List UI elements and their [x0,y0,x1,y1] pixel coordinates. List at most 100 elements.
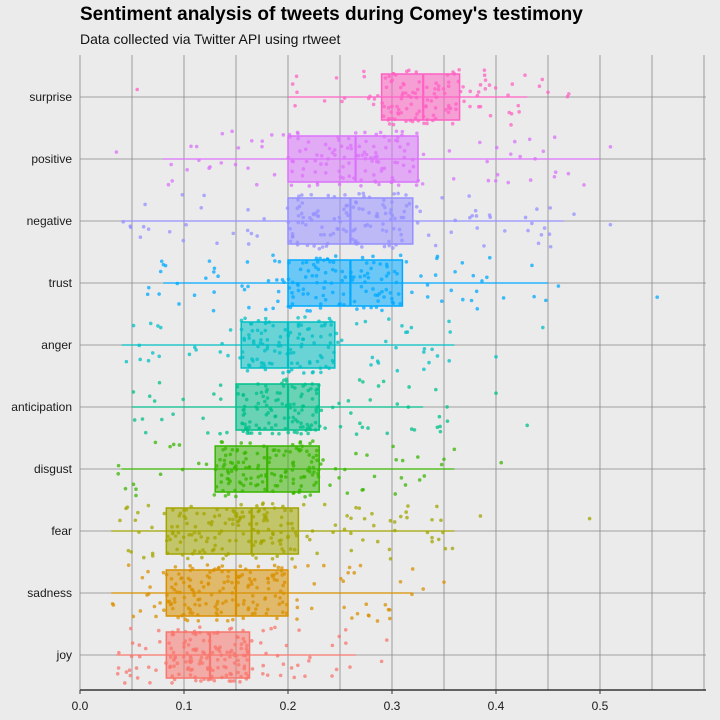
data-point [392,192,396,196]
data-point [239,441,244,445]
box-trust [287,259,404,307]
data-point [512,139,517,144]
data-point [245,368,250,373]
data-point [372,97,377,101]
data-point [129,550,134,554]
data-point [338,424,343,429]
y-tick-label: trust [49,276,73,290]
data-point [349,411,353,415]
data-point [346,570,350,575]
data-point [152,399,157,403]
outlier-point [494,391,498,395]
data-point [255,504,259,508]
data-point [232,679,236,683]
data-point [281,662,286,666]
data-point [272,563,277,568]
data-point [542,226,547,230]
data-point [167,229,172,234]
data-point [372,523,376,528]
data-point [310,370,315,375]
x-tick-label: 0.5 [592,699,609,713]
data-point [336,340,340,345]
data-point [447,149,452,153]
data-point [308,537,312,542]
outlier-point [556,284,561,288]
data-point [309,606,314,611]
data-point [261,628,265,633]
data-point [200,555,204,560]
data-point [154,668,158,672]
data-point [245,431,250,435]
data-point [218,431,222,436]
data-point [405,330,410,334]
data-point [115,671,120,676]
data-point [300,193,304,197]
outlier-point [499,460,504,465]
data-point [317,246,322,251]
data-point [342,527,347,532]
data-point [171,412,175,416]
data-point [375,359,380,363]
data-point [158,325,163,330]
data-point [128,673,133,678]
data-point [201,416,205,421]
data-point [348,665,352,669]
outlier-point [379,659,384,664]
data-point [262,217,266,221]
data-point [391,246,395,250]
data-point [208,165,212,169]
data-point [145,292,150,297]
data-point [270,501,275,506]
data-point [256,564,261,569]
data-point [321,458,325,462]
data-point [369,363,373,367]
data-point [445,405,449,409]
data-point [422,474,427,478]
data-point [461,85,465,89]
data-point [468,104,472,109]
data-point [196,461,201,466]
data-point [422,350,426,354]
data-point [170,179,175,183]
data-point [194,678,198,683]
data-point [150,551,155,556]
data-point [360,488,364,492]
data-point [383,339,388,344]
data-point [284,643,289,648]
data-point [425,121,429,126]
data-point [421,152,426,157]
data-point [363,130,367,135]
data-point [181,397,185,402]
data-point [247,305,251,310]
data-point [212,493,217,497]
data-point [324,244,329,248]
y-tick-label: surprise [29,90,72,104]
data-point [156,324,160,328]
data-point [118,518,122,523]
data-point [146,358,151,363]
data-point [350,616,354,620]
data-point [306,563,310,568]
data-point [376,384,381,388]
data-point [349,516,353,521]
data-point [295,617,299,621]
data-point [138,357,142,362]
y-tick-label: anger [41,338,72,352]
data-point [254,182,259,187]
data-point [487,83,492,87]
data-point [116,463,121,468]
data-point [360,245,364,249]
data-point [358,421,362,426]
data-point [131,323,136,328]
data-point [537,84,542,89]
data-point [506,93,510,97]
outlier-point [421,587,426,591]
data-point [439,462,444,467]
data-point [228,328,233,332]
data-point [462,99,466,104]
data-point [157,380,162,385]
data-point [123,486,128,491]
data-point [162,608,166,612]
data-point [517,110,521,114]
data-point [396,191,400,196]
